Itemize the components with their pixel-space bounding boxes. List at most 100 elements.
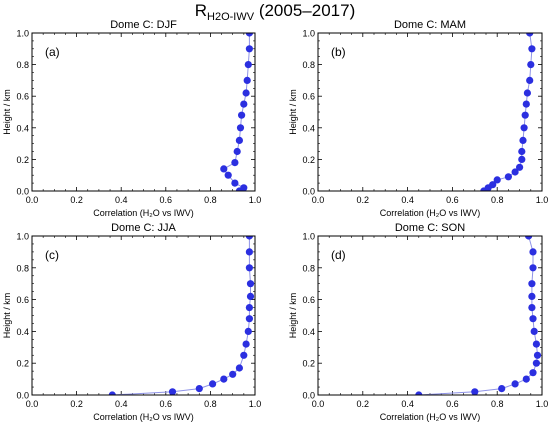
data-point	[528, 304, 536, 312]
x-tick-label: 0.6	[160, 399, 173, 409]
data-point	[108, 391, 116, 395]
data-point	[529, 264, 537, 272]
x-tick-label: 0.4	[401, 399, 414, 409]
plot-frame	[31, 235, 256, 396]
data-point	[240, 351, 248, 359]
data-point	[242, 89, 250, 97]
data-point	[511, 168, 519, 176]
data-point	[229, 370, 237, 378]
data-point	[240, 100, 248, 108]
y-tick-label: 0.2	[302, 359, 315, 369]
panel-label: (d)	[331, 248, 346, 262]
data-point	[529, 369, 537, 377]
data-point	[511, 380, 519, 388]
data-point	[521, 111, 529, 119]
panel-title: Dome C: JJA	[111, 222, 176, 234]
data-point	[522, 100, 530, 108]
x-tick-label: 1.0	[536, 399, 549, 409]
y-tick-label: 1.0	[16, 29, 29, 39]
data-point	[525, 236, 533, 240]
data-point	[518, 147, 526, 156]
data-point	[532, 340, 541, 348]
data-point	[528, 280, 536, 288]
figure-title-rest: (2005–2017)	[254, 1, 356, 20]
data-point	[245, 315, 253, 323]
y-tick-label: 0.6	[16, 92, 29, 102]
figure-title-main: R	[194, 1, 208, 20]
y-tick-label: 0.4	[16, 327, 29, 337]
data-point	[498, 385, 506, 393]
series-line	[223, 33, 250, 191]
y-axis-label: Height / km	[288, 89, 298, 135]
panel-1: Dome C: DJF (a) 0.0 0.2 0.4 0.6 0.8 1.0 0.0 0.2 0.…	[2, 19, 261, 218]
data-point	[493, 176, 501, 184]
plot-frame	[317, 32, 543, 192]
data-point	[220, 375, 228, 383]
data-point	[528, 292, 536, 300]
x-tick-label: 0.0	[26, 399, 39, 409]
data-point	[523, 89, 532, 97]
x-tick-label: 0.0	[312, 195, 325, 205]
y-tick-label: 0.2	[16, 359, 29, 369]
data-point	[240, 184, 248, 191]
x-axis-label: Correlation (H₂O vs IWV)	[93, 412, 194, 422]
x-tick-label: 0.6	[446, 195, 459, 205]
y-tick-label: 0.4	[16, 123, 29, 133]
data-point	[529, 248, 537, 256]
series-line	[112, 236, 251, 395]
x-tick-label: 0.2	[357, 399, 370, 409]
panel-title: Dome C: SON	[395, 222, 465, 234]
data-point	[520, 124, 528, 132]
x-tick-label: 0.2	[70, 195, 83, 205]
figure-title-subscript: H2O-IWV	[207, 11, 255, 23]
x-tick-label: 0.0	[26, 195, 39, 205]
x-axis-label: Correlation (H₂O vs IWV)	[93, 208, 194, 218]
panel-3: Dome C: JJA (c) 0.0 0.2 0.4 0.6 0.8 1.0 0.0 0.2 0.…	[2, 222, 261, 422]
data-point	[246, 292, 255, 300]
y-tick-label: 0.8	[16, 263, 29, 273]
y-tick-label: 1.0	[302, 29, 315, 39]
y-axis-label: Height / km	[2, 293, 12, 339]
x-axis-label: Correlation (H₂O vs IWV)	[380, 412, 481, 422]
panel-label: (a)	[45, 45, 60, 59]
data-point	[504, 173, 512, 181]
y-tick-label: 1.0	[302, 232, 315, 242]
data-point	[526, 76, 534, 84]
data-point	[245, 264, 253, 272]
data-point	[220, 165, 228, 173]
data-point	[236, 124, 245, 132]
data-point	[231, 159, 239, 167]
data-point	[532, 359, 541, 367]
panel-4: Dome C: SON (d) 0.0 0.2 0.4 0.6 0.8 1.0 0.0 0.2 0.…	[288, 222, 548, 422]
data-point	[195, 385, 203, 393]
data-point	[242, 340, 250, 348]
x-tick-label: 0.6	[160, 195, 173, 205]
data-point	[235, 364, 243, 372]
y-tick-label: 0.4	[302, 123, 315, 133]
y-tick-label: 0.2	[16, 155, 29, 165]
y-axis-label: Height / km	[288, 293, 298, 339]
x-axis-label: Correlation (H₂O vs IWV)	[380, 208, 481, 218]
y-tick-label: 0.0	[302, 187, 315, 197]
x-tick-label: 0.4	[401, 195, 414, 205]
data-point	[238, 111, 246, 119]
x-tick-label: 1.0	[249, 195, 262, 205]
data-point	[415, 391, 423, 395]
data-point	[245, 304, 253, 312]
data-point	[235, 136, 243, 144]
plot-frame	[317, 235, 543, 396]
y-tick-label: 0.0	[302, 391, 315, 401]
figure-title: RH2O-IWV (2005–2017)	[0, 0, 550, 28]
x-tick-label: 0.0	[312, 399, 325, 409]
panel-title: Dome C: MAM	[394, 19, 466, 31]
y-tick-label: 0.6	[302, 295, 315, 305]
data-point	[489, 181, 497, 189]
data-point	[529, 315, 537, 323]
data-point	[533, 351, 542, 359]
data-point	[245, 236, 253, 240]
x-tick-label: 0.4	[115, 399, 128, 409]
data-point	[518, 155, 526, 163]
data-point	[530, 327, 538, 335]
y-tick-label: 0.0	[16, 187, 29, 197]
